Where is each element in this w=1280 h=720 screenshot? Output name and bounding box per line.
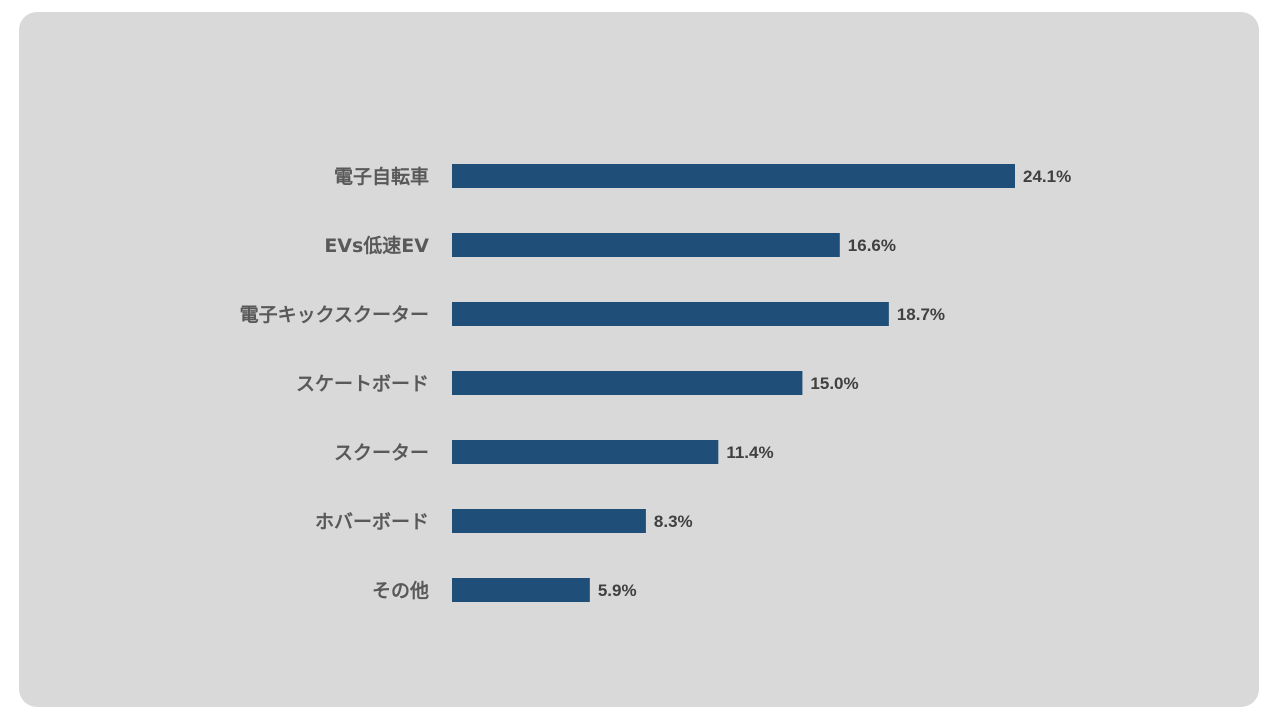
value-label: 24.1%: [1023, 167, 1071, 186]
value-label: 16.6%: [848, 236, 896, 255]
value-label: 11.4%: [726, 443, 773, 462]
category-label: その他: [372, 579, 429, 602]
bar: [452, 302, 889, 326]
bar: [452, 371, 803, 395]
value-label: 5.9%: [598, 581, 637, 600]
value-label: 15.0%: [810, 374, 858, 393]
category-label: スケートボード: [296, 373, 429, 395]
bar: [452, 509, 646, 533]
category-label: 電子キックスクーター: [240, 304, 429, 326]
bar: [452, 578, 590, 602]
category-label: 電子自転車: [334, 165, 429, 188]
bar: [452, 233, 840, 257]
category-label: スクーター: [334, 442, 429, 464]
category-label: EVs低速EV: [324, 234, 429, 257]
chart-panel: [19, 12, 1259, 707]
value-label: 18.7%: [897, 305, 945, 324]
category-label: ホバーボード: [315, 511, 429, 533]
value-label: 8.3%: [654, 512, 693, 531]
bar: [452, 164, 1015, 188]
bar: [452, 440, 719, 464]
